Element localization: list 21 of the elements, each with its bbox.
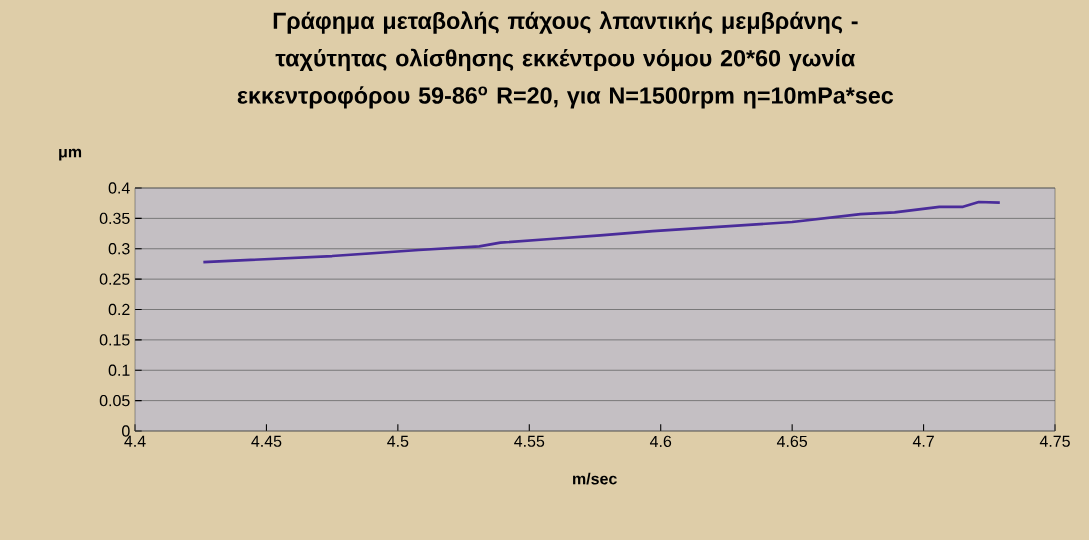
y-tick-label: 0	[122, 425, 130, 437]
x-axis-title: m/sec	[573, 472, 617, 485]
y-tick-label: 0.05	[99, 394, 130, 407]
x-tick-label: 4.45	[251, 435, 282, 447]
x-tick-label: 4.75	[1039, 435, 1070, 447]
y-tick-label: 0.35	[99, 212, 130, 225]
y-axis-title: μm	[59, 148, 82, 161]
x-tick-label: 4.6	[649, 435, 672, 448]
chart-title: Γράφημα μεταβολής πάχους λπαντικής μεμβράνης - ταχύτητας ολίσθησης εκκέντρου νόμου 20*60 γωνία εκκεντροφόρου 59-86$^{o}$ R=20, για N=1500rpm η=10mPa*sec	[237, 11, 894, 109]
x-tick-label: 4.4	[124, 435, 146, 447]
y-tick-label: 0.3	[108, 243, 130, 255]
y-tick-label: 0.25	[99, 273, 130, 285]
x-tick-label: 4.5	[387, 435, 409, 447]
y-tick-label: 0.1	[108, 364, 130, 376]
y-tick-label: 0.4	[108, 182, 130, 194]
x-tick-label: 4.55	[514, 435, 545, 447]
line-series	[202, 200, 1002, 264]
y-tick-label: 0.2	[108, 303, 130, 316]
x-tick-label: 4.7	[912, 435, 934, 447]
y-tick-label: 0.15	[99, 334, 130, 346]
x-tick-label: 4.65	[776, 435, 808, 448]
